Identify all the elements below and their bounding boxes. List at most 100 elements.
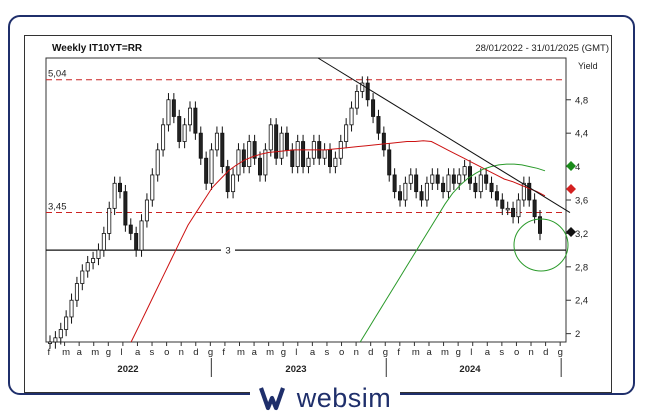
candle-body — [538, 216, 543, 234]
level-label: 5,04 — [48, 69, 67, 80]
x-tick-label: n — [354, 347, 359, 358]
logo-text: websim — [296, 382, 392, 413]
x-tick-label: a — [135, 347, 141, 358]
x-tick-label: o — [339, 347, 344, 358]
candle-body — [419, 191, 424, 201]
x-tick-label: d — [193, 347, 198, 358]
level-label: 3 — [225, 246, 230, 257]
candle-body — [349, 107, 354, 126]
candle-body — [441, 182, 446, 193]
green-diamond-marker — [566, 161, 576, 171]
candle-body — [118, 182, 123, 193]
candle-body — [516, 199, 521, 218]
websim-mark-icon — [258, 387, 285, 411]
candle-body — [96, 249, 101, 259]
x-tick-label: l — [120, 347, 122, 358]
candle-body — [161, 124, 166, 151]
candle-body — [241, 149, 246, 167]
x-tick-label: s — [499, 347, 504, 358]
candle-body — [247, 141, 252, 167]
candle-body — [171, 99, 176, 117]
candle-body — [344, 124, 349, 142]
candle-body — [177, 116, 182, 142]
black-diamond-marker — [566, 227, 576, 237]
candle-body — [532, 199, 537, 218]
candle-body — [424, 182, 429, 201]
candle-body — [430, 174, 435, 184]
candle-body — [301, 141, 306, 167]
candle-body — [521, 182, 526, 201]
candle-body — [198, 132, 203, 159]
x-tick-label: g — [281, 347, 286, 358]
candle-body — [295, 141, 300, 167]
candle-body — [69, 299, 74, 318]
candle-body — [268, 124, 273, 151]
candle-body — [74, 283, 79, 301]
x-tick-label: o — [514, 347, 519, 358]
candle-body — [128, 224, 133, 234]
candle-body — [263, 149, 268, 176]
year-label: 2024 — [459, 364, 481, 375]
x-tick-label: l — [470, 347, 472, 358]
date-range: 28/01/2022 - 31/01/2025 (GMT) — [475, 43, 609, 54]
x-tick-label: m — [266, 347, 274, 358]
candle-body — [144, 199, 149, 222]
candle-body — [371, 99, 376, 117]
x-tick-label: a — [485, 347, 491, 358]
y-tick-label: 4 — [575, 162, 580, 173]
candle-body — [306, 157, 311, 167]
candle-body — [408, 174, 413, 184]
candle-body — [462, 166, 467, 176]
candle-body — [392, 174, 397, 193]
candle-body — [274, 124, 279, 159]
candle-body — [53, 337, 58, 343]
candle-body — [193, 107, 198, 134]
y-tick-label: 2 — [575, 329, 580, 340]
candle-body — [58, 329, 63, 339]
candle-body — [64, 316, 69, 330]
candle-body — [134, 233, 139, 251]
candle-body — [365, 82, 370, 101]
candle-body — [511, 207, 516, 218]
x-tick-label: l — [295, 347, 297, 358]
candle-body — [166, 99, 171, 126]
candle-body — [257, 157, 262, 176]
x-tick-label: m — [237, 347, 245, 358]
x-tick-label: d — [368, 347, 373, 358]
candle-body — [123, 191, 128, 226]
candle-body — [112, 182, 117, 209]
x-tick-label: m — [62, 347, 70, 358]
candle-body — [484, 174, 489, 184]
candle-body — [252, 141, 257, 159]
candle-body — [187, 107, 192, 126]
x-tick-label: m — [91, 347, 99, 358]
x-tick-label: m — [441, 347, 449, 358]
x-tick-label: g — [208, 347, 213, 358]
y-axis-label: Yield — [578, 61, 598, 71]
moving-average-red — [130, 140, 546, 343]
candle-body — [403, 182, 408, 201]
x-tick-label: a — [310, 347, 316, 358]
candle-body — [327, 149, 332, 167]
y-tick-label: 2,8 — [575, 262, 588, 273]
x-tick-label: s — [150, 347, 155, 358]
x-tick-label: g — [383, 347, 388, 358]
candle-body — [290, 149, 295, 167]
candle-body — [354, 91, 359, 109]
year-label: 2022 — [117, 364, 138, 375]
candle-body — [478, 174, 483, 193]
level-label-bg — [221, 243, 235, 257]
candle-body — [182, 124, 187, 142]
highlight-circle — [513, 218, 569, 272]
candle-body — [500, 199, 505, 209]
candle-body — [150, 174, 155, 201]
x-tick-label: s — [324, 347, 329, 358]
moving-average-green — [359, 163, 546, 343]
y-tick-label: 3,2 — [575, 229, 588, 240]
x-tick-label: f — [48, 347, 51, 358]
candle-body — [209, 149, 214, 184]
candle-body — [338, 141, 343, 159]
candle-body — [101, 233, 106, 251]
candle-body — [435, 174, 440, 184]
